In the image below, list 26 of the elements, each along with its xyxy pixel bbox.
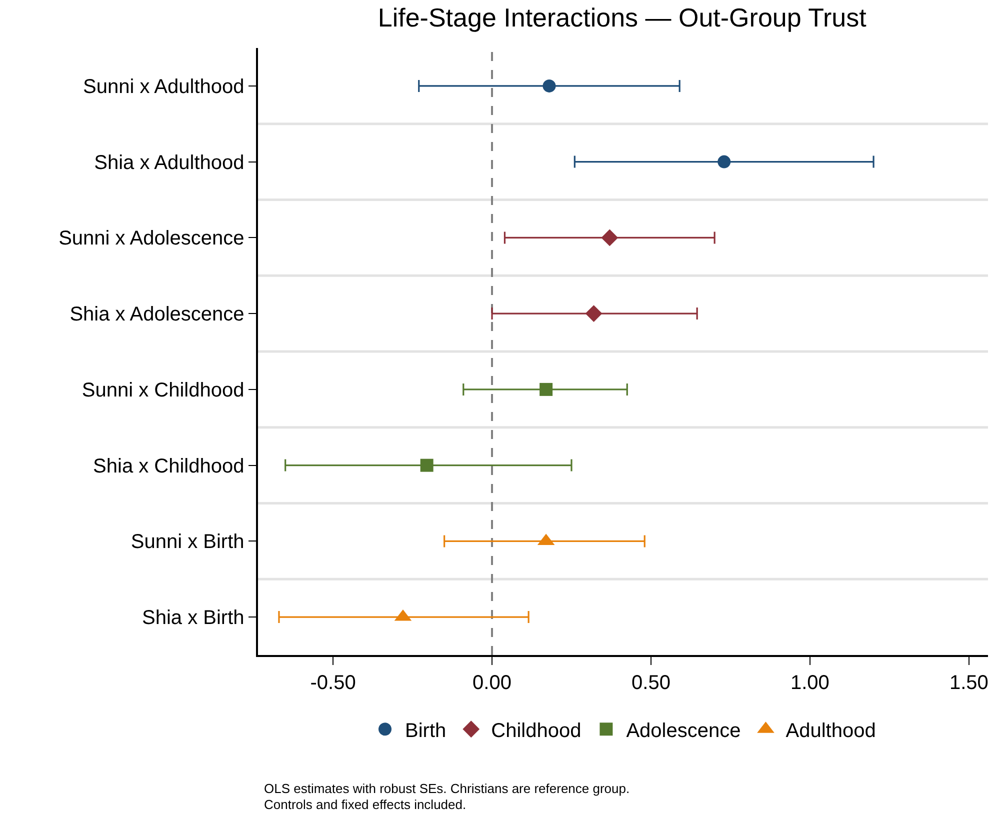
x-tick-label: 0.00 xyxy=(472,672,512,694)
legend-label: Adulthood xyxy=(786,720,876,742)
y-tick-label: Sunni x Adolescence xyxy=(58,228,244,250)
point xyxy=(540,382,553,396)
point xyxy=(542,79,556,92)
y-tick-label: Sunni x Adulthood xyxy=(83,76,244,98)
chart-title: Life-Stage Interactions — Out-Group Trust xyxy=(378,2,868,32)
x-tick-label: 0.50 xyxy=(632,672,670,694)
x-tick-label: 1.00 xyxy=(790,672,830,694)
y-tick-label: Sunni x Childhood xyxy=(82,379,244,402)
y-tick-label: Shia x Adulthood xyxy=(94,152,244,174)
text: Controls and fixed effects included. xyxy=(264,797,466,812)
y-tick-label: Shia x Childhood xyxy=(93,455,244,478)
x-tick-label: 1.50 xyxy=(949,672,988,694)
text: OLS estimates with robust SEs. Christians are reference group. xyxy=(264,781,630,796)
point xyxy=(585,305,602,322)
legend-label: Birth xyxy=(405,720,446,742)
y-tick-label: Shia x Birth xyxy=(142,607,244,630)
x-tick-label: -0.50 xyxy=(310,672,356,694)
legend-label: Childhood xyxy=(491,720,582,742)
point xyxy=(601,229,618,246)
point xyxy=(718,155,731,168)
y-tick-label: Sunni x Birth xyxy=(130,531,244,554)
point xyxy=(420,458,434,472)
legend-label: Adolescence xyxy=(626,720,741,742)
y-tick-label: Shia x Adolescence xyxy=(70,304,244,326)
